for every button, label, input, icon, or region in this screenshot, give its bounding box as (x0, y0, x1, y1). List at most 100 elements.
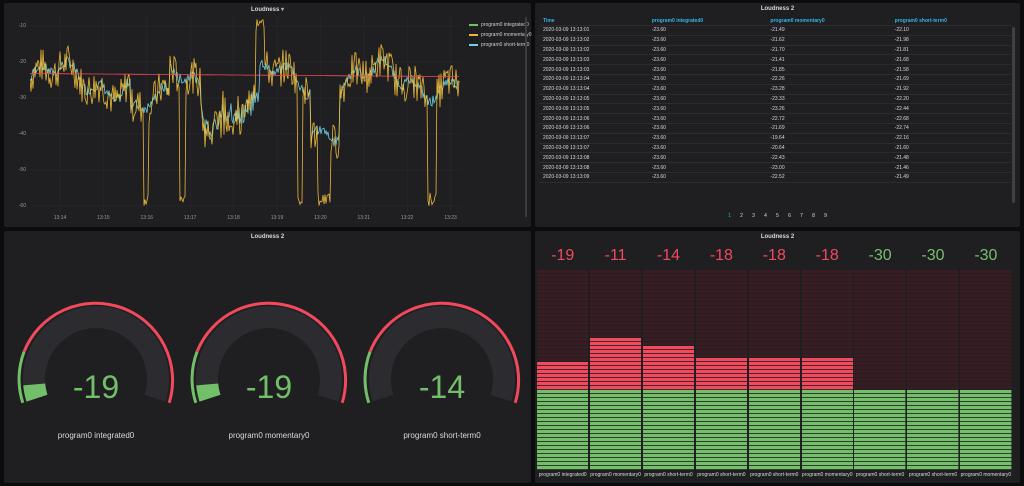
table-cell: -22.68 (890, 113, 1011, 124)
table-row: 2020-03-09 13:13:06 -23.60 -21.69 -22.74 (539, 123, 1011, 134)
gauge: -14 program0 short-term0 (359, 299, 525, 459)
legend-scrollbar[interactable] (525, 17, 527, 217)
table-row: 2020-03-09 13:13:03 -23.60 -21.41 -21.68 (539, 54, 1011, 66)
gauge-label: program0 integrated0 (57, 431, 135, 440)
column-header[interactable]: program0 momentary0 (766, 17, 891, 26)
table-row: 2020-03-09 13:13:08 -23.60 -23.00 -21.46 (539, 162, 1011, 173)
x-tick-label: 13:18 (227, 215, 240, 221)
table-cell: -21.85 (766, 64, 891, 75)
table-cell: 2020-03-09 13:13:06 (539, 123, 648, 134)
table-cell: -23.28 (766, 84, 891, 95)
bar-segments (748, 270, 800, 470)
column-header[interactable]: program0 short-term0 (890, 17, 1011, 26)
chevron-down-icon[interactable]: ▾ (281, 7, 285, 13)
bar-segments (589, 270, 642, 470)
page-link[interactable]: 9 (824, 213, 827, 219)
table-cell: 2020-03-09 13:13:05 (539, 94, 648, 105)
bar-label: program0 integrated0 (538, 472, 587, 478)
table-cell: -23.26 (766, 103, 891, 115)
gauge: -19 program0 integrated0 (13, 299, 179, 459)
bar-gauge: -18 program0 momentary0 (801, 231, 853, 483)
legend-swatch (469, 44, 478, 46)
gauge-value: -14 (418, 369, 466, 405)
table-cell: -23.60 (647, 162, 767, 173)
column-header[interactable]: program0 integrated0 (647, 17, 767, 26)
page-link[interactable]: 7 (800, 213, 803, 219)
x-tick-label: 13:21 (357, 215, 371, 221)
table-cell: 2020-03-09 13:13:02 (539, 35, 648, 46)
table-cell: -20.64 (766, 143, 891, 154)
table-row: 2020-03-09 13:13:08 -23.60 -22.43 -21.48 (539, 152, 1011, 164)
page-link[interactable]: 1 (728, 213, 731, 219)
table-row: 2020-03-09 13:13:02 -23.60 -21.62 -21.98 (539, 35, 1011, 46)
bar-label: program0 momentary0 (590, 472, 641, 478)
bar-gauge: -19 program0 integrated0 (537, 231, 589, 483)
panel-title[interactable]: Loudness 2 (760, 6, 795, 12)
bar-value: -18 (762, 247, 786, 264)
bar-segments (642, 270, 695, 470)
legend-item[interactable]: program0 short-term0 (469, 40, 532, 50)
table-cell: -22.72 (766, 113, 891, 124)
bar-gauge: -18 program0 short-term0 (748, 231, 800, 483)
x-tick-label: 13:22 (400, 215, 414, 221)
gauge-value: -19 (72, 369, 120, 405)
table-scrollbar[interactable] (1012, 27, 1015, 203)
table-cell: -23.33 (766, 94, 891, 105)
page-link[interactable]: 3 (752, 213, 755, 219)
table-cell: -22.52 (766, 172, 891, 183)
x-tick-label: 13:14 (53, 215, 67, 221)
table-row: 2020-03-09 13:13:04 -23.60 -23.28 -21.92 (539, 84, 1011, 95)
timeseries-plot[interactable] (30, 16, 460, 212)
table-cell: -21.49 (890, 172, 1011, 183)
panel-title[interactable]: Loudness 2 (250, 234, 285, 240)
bar-gauge: -11 program0 momentary0 (589, 231, 642, 483)
loudness-bargauge-panel: Loudness 2 -19 program0 integrated0 -11 pro… (535, 231, 1020, 483)
table-header-row: Time program0 integrated0 program0 momenta… (539, 17, 1011, 26)
table-cell: 2020-03-09 13:13:04 (539, 74, 648, 85)
table-row: 2020-03-09 13:13:06 -23.60 -22.72 -22.68 (539, 113, 1011, 124)
table-cell: -21.58 (890, 64, 1011, 75)
bar-gauge: -14 program0 short-term0 (642, 231, 695, 483)
column-header[interactable]: Time (539, 17, 648, 26)
panel-title[interactable]: Loudness 2 (760, 234, 795, 240)
legend-swatch (469, 24, 478, 26)
x-tick-label: 13:20 (314, 215, 327, 221)
bar-value: -30 (974, 247, 998, 264)
gauge-arc (190, 301, 348, 404)
legend-item[interactable]: program0 integrated0 (469, 20, 532, 30)
y-tick-label: -50 (18, 167, 26, 173)
data-table: Time program0 integrated0 program0 momenta… (539, 17, 1011, 183)
page-link[interactable]: 6 (788, 213, 791, 219)
legend: program0 integrated0 program0 momentary0 p… (469, 20, 532, 50)
table-cell: -21.62 (766, 35, 891, 46)
table-cell: 2020-03-09 13:13:02 (539, 45, 648, 56)
bar-segments (801, 270, 853, 470)
table-cell: 2020-03-09 13:13:04 (539, 84, 648, 95)
gauge-label: program0 short-term0 (403, 431, 481, 440)
panel-title[interactable]: Loudness ▾ (250, 7, 285, 13)
table-row: 2020-03-09 13:13:09 -23.60 -22.52 -21.49 (539, 172, 1011, 183)
table-row: 2020-03-09 13:13:04 -23.60 -22.26 -21.69 (539, 74, 1011, 85)
table-row: 2020-03-09 13:13:07 -23.60 -19.64 -22.16 (539, 133, 1011, 144)
series-line-momentary0 (30, 19, 460, 206)
table-cell: -23.60 (647, 25, 767, 36)
page-link[interactable]: 5 (776, 213, 779, 219)
table-cell: 2020-03-09 13:13:05 (539, 103, 648, 115)
page-link[interactable]: 4 (764, 213, 767, 219)
legend-item[interactable]: program0 momentary0 (469, 30, 532, 40)
table-cell: -21.46 (890, 162, 1011, 173)
table-cell: -23.00 (766, 162, 891, 173)
table-cell: -22.20 (890, 94, 1011, 105)
table-cell: -22.10 (890, 25, 1011, 36)
table-cell: -21.81 (890, 45, 1011, 56)
bar-value: -30 (868, 247, 892, 264)
legend-label: program0 integrated0 (481, 22, 529, 28)
bar-label: program0 short-term0 (750, 472, 799, 478)
table-cell: -23.60 (647, 64, 767, 75)
bar-value: -11 (604, 247, 627, 264)
table-cell: 2020-03-09 13:13:07 (539, 143, 648, 154)
gauge-value: -19 (245, 369, 293, 405)
page-link[interactable]: 8 (812, 213, 815, 219)
table-row: 2020-03-09 13:13:02 -23.60 -21.70 -21.81 (539, 45, 1011, 56)
page-link[interactable]: 2 (740, 213, 743, 219)
